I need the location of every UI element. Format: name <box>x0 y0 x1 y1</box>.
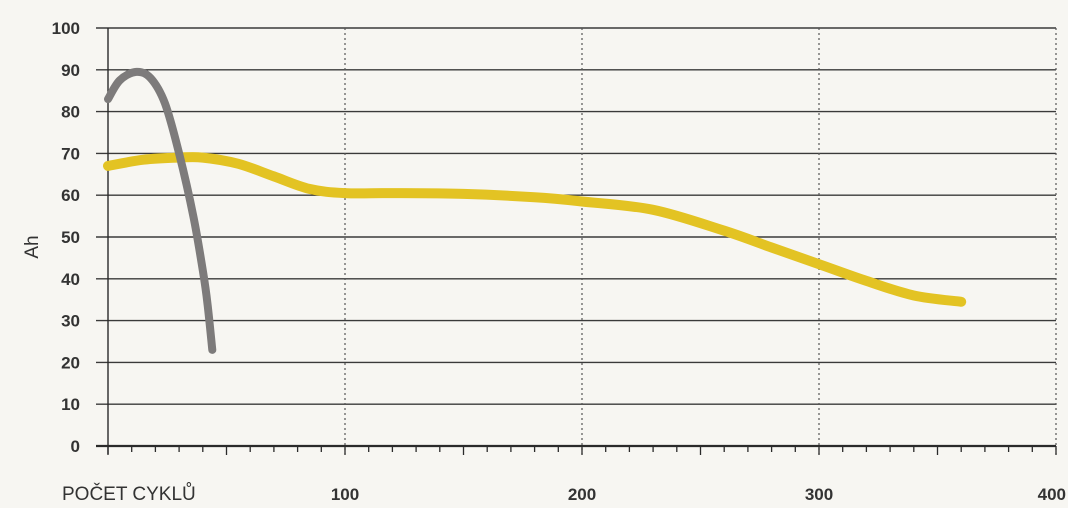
y-tick-label-60: 60 <box>61 186 80 205</box>
y-tick-label-80: 80 <box>61 103 80 122</box>
y-tick-label-10: 10 <box>61 395 80 414</box>
y-axis-title: Ah <box>22 235 43 258</box>
x-axis <box>96 28 1057 455</box>
x-tick-label-300: 300 <box>805 485 833 504</box>
x-axis-title: POČET CYKLŮ <box>62 483 196 505</box>
y-tick-label-50: 50 <box>61 228 80 247</box>
y-tick-label-40: 40 <box>61 270 80 289</box>
x-tick-label-400: 400 <box>1038 485 1066 504</box>
vertical-gridlines <box>344 28 1057 454</box>
series-layer <box>103 67 967 354</box>
x-tick-labels: 100 200 300 400 <box>331 485 1066 504</box>
y-tick-label-90: 90 <box>61 61 80 80</box>
y-tick-label-100: 100 <box>52 19 80 38</box>
horizontal-gridlines <box>96 27 1056 405</box>
y-tick-label-70: 70 <box>61 144 80 163</box>
y-tick-label-30: 30 <box>61 312 80 331</box>
x-tick-label-100: 100 <box>331 485 359 504</box>
y-tick-label-0: 0 <box>71 437 80 456</box>
y-tick-label-20: 20 <box>61 353 80 372</box>
series-line-yellow <box>103 152 967 307</box>
series-line-grey <box>104 67 217 354</box>
x-tick-label-200: 200 <box>568 485 596 504</box>
